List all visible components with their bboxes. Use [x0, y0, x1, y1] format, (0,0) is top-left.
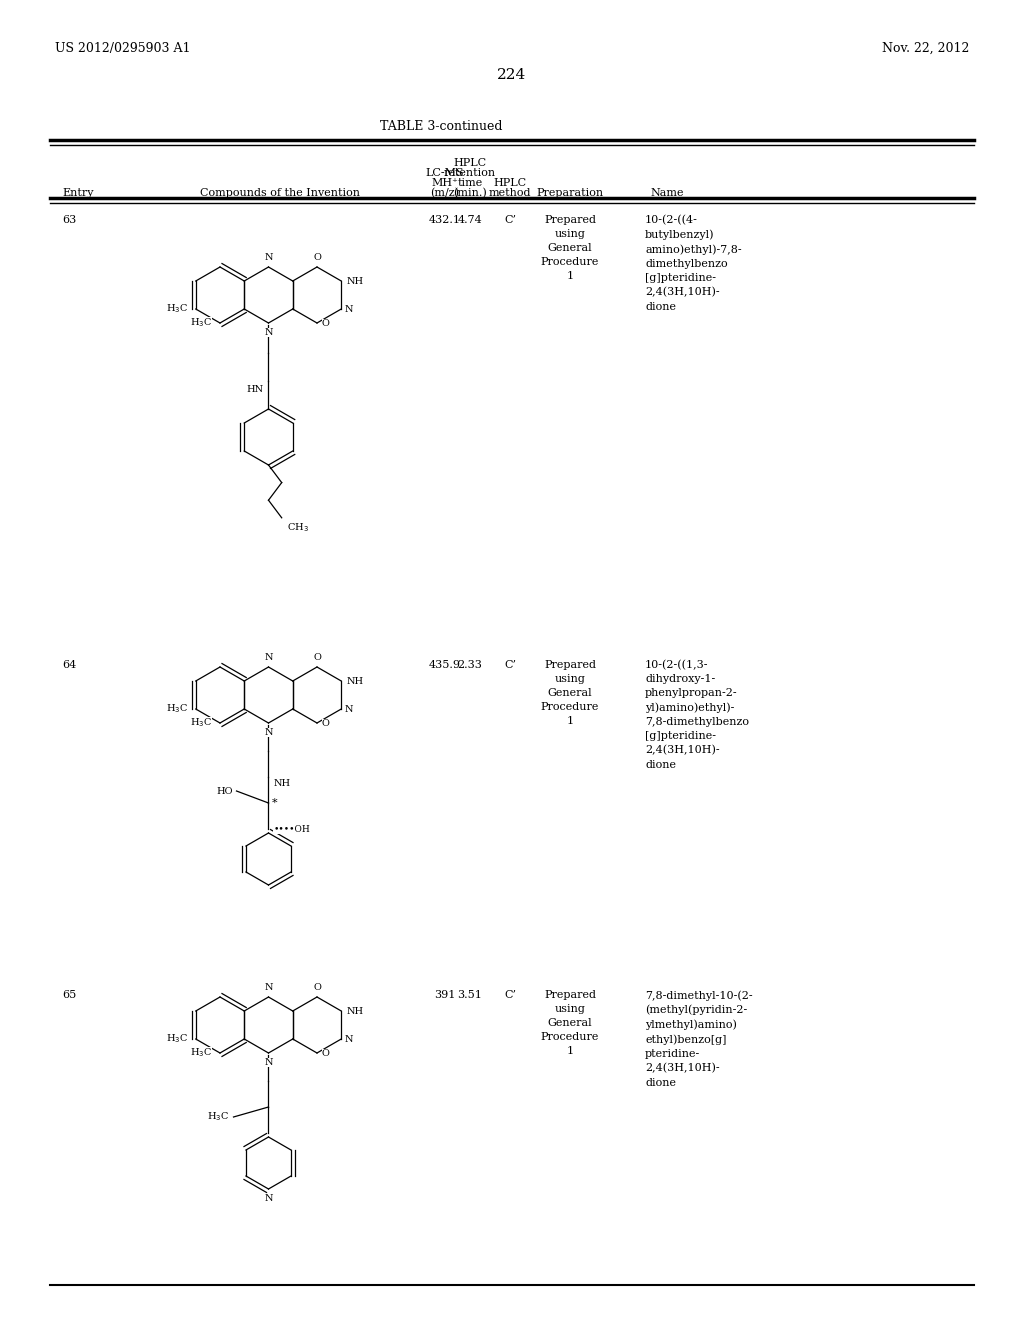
Text: N: N: [264, 1059, 272, 1067]
Text: N: N: [344, 305, 352, 314]
Text: 7,8-dimethyl-10-(2-
(methyl(pyridin-2-
ylmethyl)amino)
ethyl)benzo[g]
pteridine-: 7,8-dimethyl-10-(2- (methyl(pyridin-2- y…: [645, 990, 753, 1088]
Text: H$_3$C: H$_3$C: [166, 302, 187, 315]
Text: (m/z): (m/z): [430, 187, 460, 198]
Text: Entry: Entry: [62, 187, 93, 198]
Text: ••••OH: ••••OH: [273, 825, 310, 833]
Text: HPLC: HPLC: [454, 158, 486, 168]
Text: TABLE 3-continued: TABLE 3-continued: [380, 120, 503, 133]
Text: 10-(2-((4-
butylbenzyl)
amino)ethyl)-7,8-
dimethylbenzo
[g]pteridine-
2,4(3H,10H: 10-(2-((4- butylbenzyl) amino)ethyl)-7,8…: [645, 215, 741, 312]
Text: MH⁺: MH⁺: [431, 178, 459, 187]
Text: 4.74: 4.74: [458, 215, 482, 224]
Text: O: O: [322, 1048, 330, 1057]
Text: HN: HN: [247, 385, 263, 393]
Text: N: N: [264, 983, 272, 993]
Text: method: method: [488, 187, 531, 198]
Text: US 2012/0295903 A1: US 2012/0295903 A1: [55, 42, 190, 55]
Text: NH: NH: [273, 779, 291, 788]
Text: C’: C’: [504, 990, 516, 1001]
Text: Prepared
using
General
Procedure
1: Prepared using General Procedure 1: [541, 990, 599, 1056]
Text: Prepared
using
General
Procedure
1: Prepared using General Procedure 1: [541, 215, 599, 281]
Text: N: N: [264, 253, 272, 261]
Text: retention: retention: [444, 168, 496, 178]
Text: Nov. 22, 2012: Nov. 22, 2012: [882, 42, 969, 55]
Text: time: time: [458, 178, 482, 187]
Text: C’: C’: [504, 215, 516, 224]
Text: N: N: [264, 653, 272, 663]
Text: LC-MS: LC-MS: [426, 168, 464, 178]
Text: N: N: [344, 705, 352, 714]
Text: Preparation: Preparation: [537, 187, 603, 198]
Text: O: O: [322, 718, 330, 727]
Text: *: *: [271, 799, 278, 808]
Text: 63: 63: [62, 215, 76, 224]
Text: C’: C’: [504, 660, 516, 671]
Text: Compounds of the Invention: Compounds of the Invention: [200, 187, 360, 198]
Text: 3.51: 3.51: [458, 990, 482, 1001]
Text: HPLC: HPLC: [494, 178, 526, 187]
Text: 2.33: 2.33: [458, 660, 482, 671]
Text: O: O: [313, 653, 321, 663]
Text: NH: NH: [346, 276, 364, 285]
Text: NH: NH: [346, 676, 364, 685]
Text: 432.1: 432.1: [429, 215, 461, 224]
Text: 391: 391: [434, 990, 456, 1001]
Text: H$_3$C: H$_3$C: [208, 1110, 229, 1123]
Text: HO: HO: [216, 787, 232, 796]
Text: H$_3$C: H$_3$C: [166, 1032, 187, 1045]
Text: 224: 224: [498, 69, 526, 82]
Text: O: O: [313, 983, 321, 993]
Text: O: O: [313, 253, 321, 261]
Text: 435.9: 435.9: [429, 660, 461, 671]
Text: H$_3$C: H$_3$C: [189, 317, 212, 330]
Text: O: O: [322, 318, 330, 327]
Text: NH: NH: [346, 1006, 364, 1015]
Text: Name: Name: [650, 187, 683, 198]
Text: (min.): (min.): [454, 187, 486, 198]
Text: 10-(2-((1,3-
dihydroxy-1-
phenylpropan-2-
yl)amino)ethyl)-
7,8-dimethylbenzo
[g]: 10-(2-((1,3- dihydroxy-1- phenylpropan-2…: [645, 660, 749, 770]
Text: Prepared
using
General
Procedure
1: Prepared using General Procedure 1: [541, 660, 599, 726]
Text: H$_3$C: H$_3$C: [189, 1047, 212, 1060]
Text: H$_3$C: H$_3$C: [166, 702, 187, 715]
Text: 65: 65: [62, 990, 76, 1001]
Text: N: N: [264, 1195, 272, 1203]
Text: N: N: [264, 327, 272, 337]
Text: 64: 64: [62, 660, 76, 671]
Text: H$_3$C: H$_3$C: [189, 717, 212, 730]
Text: CH$_3$: CH$_3$: [287, 521, 308, 533]
Text: N: N: [344, 1035, 352, 1044]
Text: N: N: [264, 729, 272, 737]
